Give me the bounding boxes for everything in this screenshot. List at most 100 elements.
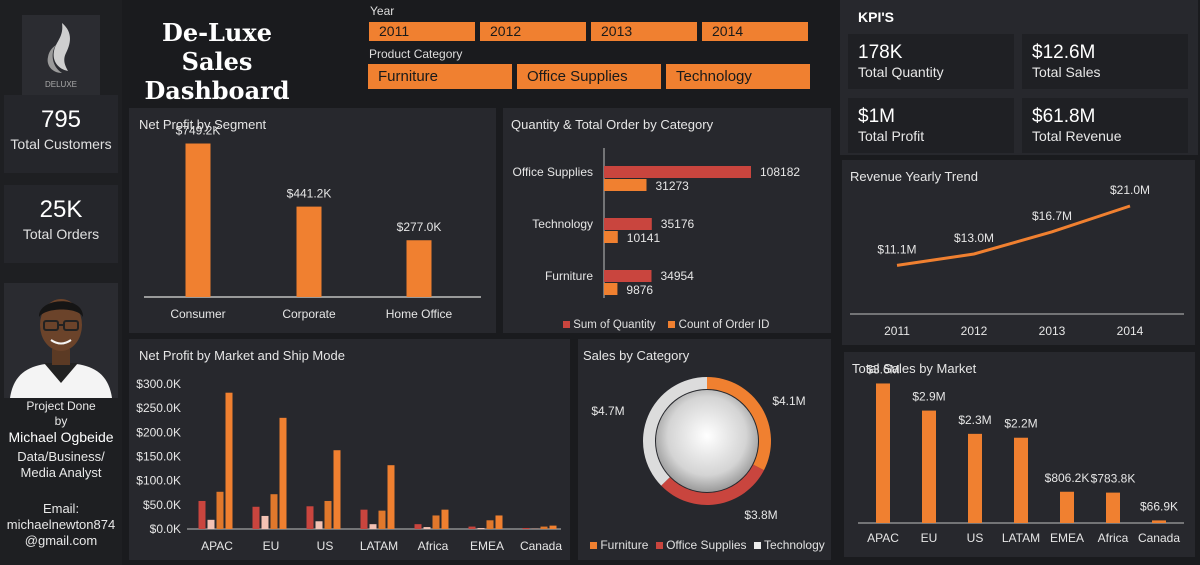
bar	[414, 524, 422, 529]
x-tick-label: EU	[921, 531, 938, 545]
page-title: De-Luxe Sales Dashboard	[124, 18, 310, 105]
kpi-value: 178K	[858, 42, 903, 63]
y-tick-label: $100.0K	[136, 474, 181, 488]
y-tick-label: Office Supplies	[513, 165, 594, 179]
year-button-2012[interactable]: 2012	[480, 22, 586, 41]
bar-quantity	[604, 270, 652, 282]
category-button-furniture[interactable]: Furniture	[368, 64, 512, 89]
data-label: $4.1M	[772, 394, 805, 408]
chart-title: Net Profit by Market and Ship Mode	[139, 348, 345, 363]
bar	[378, 510, 386, 529]
bar	[324, 500, 332, 529]
credit-line-2: by	[54, 414, 68, 428]
kpi-value: $61.8M	[1032, 106, 1096, 127]
author-name: Michael Ogbeide	[8, 429, 114, 445]
chart-title: Total Sales by Market	[852, 361, 977, 376]
legend-swatch	[668, 321, 676, 328]
data-label: $3.6M	[866, 362, 899, 376]
bar	[207, 519, 215, 529]
data-label: 34954	[660, 269, 694, 283]
kpi-card-total-revenue: $61.8M Total Revenue	[1022, 98, 1188, 153]
bar	[1152, 520, 1166, 523]
quantity-order-chart: Office Supplies 108182 31273 Technology 3517…	[513, 148, 800, 298]
role-line-2: Media Analyst	[20, 465, 102, 480]
email-line-1: michaelnewton874	[6, 517, 116, 532]
legend: Sum of Quantity Count of Order ID	[563, 319, 769, 331]
data-label: $2.3M	[958, 413, 991, 427]
credit-line-1: Project Done	[26, 399, 96, 413]
bar	[522, 528, 530, 529]
y-tick-label: $0.0K	[150, 522, 181, 536]
category-slicer-label: Product Category	[369, 47, 463, 61]
x-tick-label: US	[967, 531, 984, 545]
bar	[406, 240, 432, 297]
x-tick-label: EMEA	[1050, 531, 1084, 545]
revenue-trend-chart: $11.1M 2011 $13.0M 2012 $16.7M 2013 $21.0M 2014	[850, 183, 1184, 338]
kpi-title: KPI'S	[858, 9, 895, 25]
donut-center	[656, 390, 758, 492]
data-label: $441.2K	[287, 187, 332, 201]
year-button-2014[interactable]: 2014	[702, 22, 808, 41]
sales-by-market-chart: $3.6M APAC $2.9M EU $2.3M US $2.2M LATAM $806.2K…	[858, 362, 1184, 545]
market-ship-chart: $0.0K $50.0K $100.0K $150.0K $200.0K $250.0K $…	[136, 377, 562, 553]
x-tick-label: Consumer	[170, 307, 225, 321]
bar	[185, 143, 211, 297]
donut-slice	[643, 377, 707, 486]
kpi-label: Total Revenue	[1032, 128, 1122, 144]
bar	[441, 509, 449, 529]
kpi-card-total-quantity: 178K Total Quantity	[848, 34, 1014, 89]
y-tick-label: $200.0K	[136, 425, 181, 439]
x-tick-label: LATAM	[360, 539, 398, 553]
bar	[423, 527, 431, 529]
y-tick-label: $150.0K	[136, 450, 181, 464]
bar	[369, 524, 377, 529]
data-label: $4.7M	[591, 404, 624, 418]
data-label: $21.0M	[1110, 183, 1150, 197]
data-label: $2.9M	[912, 390, 945, 404]
legend-swatch	[590, 542, 597, 549]
total-customers-label: Total Customers	[10, 136, 112, 152]
legend-swatch	[655, 542, 663, 549]
bar	[549, 525, 557, 529]
email-label: Email:	[42, 501, 80, 516]
x-tick-label: EMEA	[470, 539, 504, 553]
bar	[252, 506, 260, 529]
category-button-office-supplies[interactable]: Office Supplies	[517, 64, 661, 89]
bar	[968, 433, 982, 523]
x-tick-label: 2011	[884, 324, 910, 338]
logo: DELUXE	[22, 15, 100, 95]
x-tick-label: 2012	[961, 324, 988, 338]
data-label: 9876	[626, 283, 653, 297]
x-tick-label: Canada	[520, 539, 562, 553]
segment-chart: $749.2K Consumer $441.2K Corporate $277.0K Ho…	[144, 124, 481, 321]
category-button-technology[interactable]: Technology	[666, 64, 810, 89]
bar	[468, 526, 476, 529]
bar	[486, 520, 494, 529]
bar-orders	[604, 179, 647, 191]
data-label: $277.0K	[397, 220, 442, 234]
role-line-1: Data/Business/	[17, 449, 105, 464]
total-orders-value: 25K	[39, 196, 83, 223]
x-tick-label: Canada	[1138, 531, 1180, 545]
sidebar: DELUXE 795 Total Customers 25K Total Ord…	[0, 0, 122, 565]
bar	[432, 515, 440, 529]
data-label: $806.2K	[1045, 471, 1090, 485]
year-button-2013[interactable]: 2013	[591, 22, 697, 41]
bar	[198, 500, 206, 529]
donut-slice	[661, 464, 764, 505]
page-title-line-1: De-Luxe Sales	[162, 18, 272, 76]
year-button-2011[interactable]: 2011	[369, 22, 475, 41]
legend-sum-of-quantity: Sum of Quantity	[573, 319, 656, 331]
bar	[360, 509, 368, 529]
bar	[270, 494, 278, 529]
kpi-value: $1M	[858, 106, 895, 127]
avatar	[4, 283, 118, 398]
chart-title: Net Profit by Segment	[139, 117, 267, 132]
sales-by-category-chart: $4.1M $3.8M $4.7M	[591, 377, 806, 522]
legend-count-of-order-id: Count of Order ID	[678, 319, 770, 331]
data-label: $13.0M	[954, 231, 994, 245]
bar	[261, 515, 269, 529]
bar	[387, 465, 395, 529]
kpi-panel: KPI'S 178K Total Quantity $12.6M Total S…	[840, 0, 1198, 155]
bar	[315, 521, 323, 529]
